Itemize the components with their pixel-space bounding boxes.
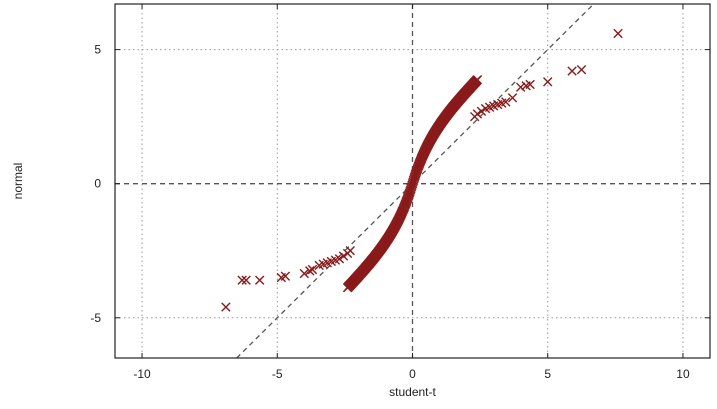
- data-point: [254, 275, 265, 285]
- y-tick-label: 5: [94, 43, 101, 57]
- data-point: [307, 264, 318, 275]
- data-point: [221, 302, 231, 312]
- data-points-layer: [221, 28, 623, 312]
- data-point: [338, 251, 349, 261]
- data-point: [345, 246, 355, 256]
- x-tick-label: -10: [133, 367, 151, 381]
- data-point: [334, 254, 345, 264]
- data-point: [501, 97, 511, 107]
- x-tick-label: 10: [676, 367, 690, 381]
- reference-line-diagonal: [236, 4, 595, 358]
- y-tick-label: 0: [94, 177, 101, 191]
- data-point: [280, 271, 291, 281]
- data-point: [305, 266, 315, 276]
- data-point: [613, 28, 623, 39]
- data-point: [299, 268, 310, 279]
- data-point: [576, 65, 587, 75]
- x-axis-label: student-t: [389, 385, 436, 399]
- data-point: [507, 93, 518, 103]
- x-axis-ticks: -10 -5 0 5 10: [133, 4, 690, 381]
- data-point: [472, 109, 483, 119]
- y-axis-ticks: -5 0 5: [90, 43, 710, 325]
- data-point: [515, 82, 526, 92]
- data-point: [472, 74, 483, 85]
- y-axis-label: normal: [11, 163, 25, 200]
- data-point: [543, 77, 553, 87]
- x-tick-label: 0: [409, 367, 416, 381]
- data-point: [237, 275, 247, 285]
- data-point: [476, 106, 487, 116]
- x-tick-label: -5: [272, 367, 283, 381]
- x-tick-label: 5: [544, 367, 551, 381]
- y-tick-label: -5: [90, 311, 101, 325]
- data-point: [525, 79, 535, 90]
- data-point: [241, 275, 251, 285]
- data-point: [567, 66, 577, 76]
